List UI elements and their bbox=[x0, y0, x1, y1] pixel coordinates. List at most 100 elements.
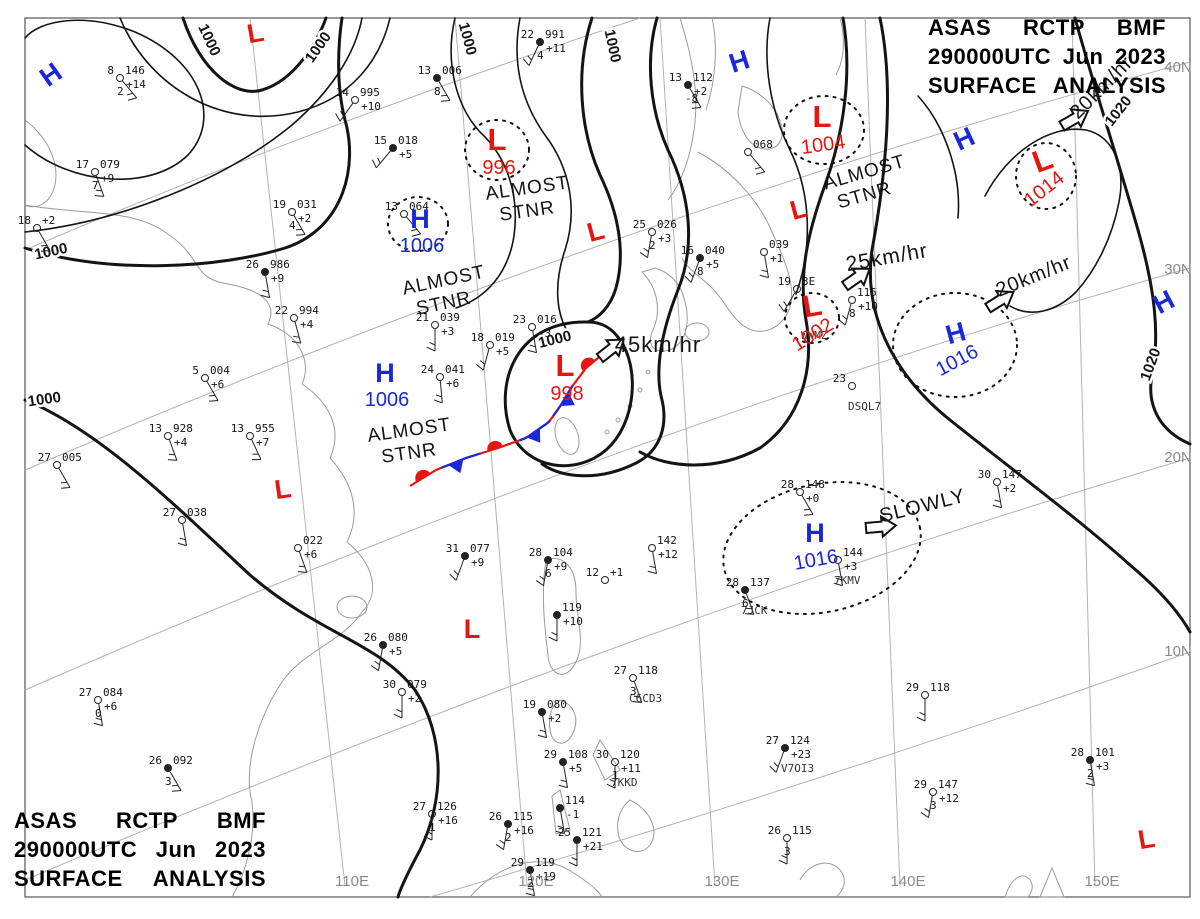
svg-text:016: 016 bbox=[537, 313, 557, 326]
svg-text:148: 148 bbox=[805, 478, 825, 491]
movement-label: ALMOST bbox=[366, 414, 452, 447]
svg-text:039: 039 bbox=[769, 238, 789, 251]
isobar-value-label: 1000 bbox=[302, 29, 335, 66]
svg-text:6: 6 bbox=[742, 597, 749, 610]
svg-text:21: 21 bbox=[416, 311, 429, 324]
svg-text:26: 26 bbox=[246, 258, 259, 271]
station-callsign: 7KKD bbox=[611, 776, 638, 789]
map-frame bbox=[24, 17, 1191, 898]
svg-text:986: 986 bbox=[270, 258, 290, 271]
svg-text:19: 19 bbox=[523, 698, 536, 711]
svg-text:118: 118 bbox=[638, 664, 658, 677]
cold-front-symbol bbox=[526, 428, 541, 443]
station-plot: 25 121+21 bbox=[558, 826, 603, 867]
svg-text:4: 4 bbox=[537, 49, 544, 62]
svg-text:+5: +5 bbox=[496, 345, 509, 358]
svg-text:24: 24 bbox=[421, 363, 435, 376]
svg-text:18: 18 bbox=[18, 214, 31, 227]
svg-text:+9: +9 bbox=[271, 272, 284, 285]
svg-text:147: 147 bbox=[938, 778, 958, 791]
title-line: 290000UTC Jun 2023 bbox=[928, 42, 1166, 71]
isobar bbox=[580, 16, 622, 324]
title-line: 290000UTC Jun 2023 bbox=[14, 835, 266, 864]
title-word: RCTP bbox=[1023, 15, 1085, 40]
svg-text:18: 18 bbox=[471, 331, 484, 344]
longitude-label: 150E bbox=[1084, 873, 1119, 890]
svg-text:28: 28 bbox=[529, 546, 542, 559]
svg-text:29: 29 bbox=[914, 778, 927, 791]
title-word: 2023 bbox=[1115, 44, 1166, 69]
title-word: SURFACE bbox=[14, 866, 123, 891]
title-line: ASAS RCTP BMF bbox=[14, 806, 266, 835]
isobar bbox=[917, 95, 960, 219]
svg-text:040: 040 bbox=[705, 244, 725, 257]
title-word: 290000UTC bbox=[14, 837, 138, 862]
warm-front-symbol bbox=[487, 440, 503, 452]
svg-text:108: 108 bbox=[568, 748, 588, 761]
svg-text:092: 092 bbox=[173, 754, 193, 767]
svg-text:29: 29 bbox=[906, 681, 919, 694]
title-line: ASAS RCTP BMF bbox=[928, 13, 1166, 42]
svg-text:126: 126 bbox=[437, 800, 457, 813]
station-plot: 29 119+192 bbox=[511, 856, 556, 897]
pressure-center-letter: L bbox=[556, 348, 575, 383]
svg-text:28: 28 bbox=[726, 576, 739, 589]
svg-text:13: 13 bbox=[231, 422, 244, 435]
svg-text:3: 3 bbox=[784, 845, 791, 858]
svg-text:3: 3 bbox=[630, 685, 637, 698]
svg-text:-3: -3 bbox=[538, 327, 551, 340]
svg-text:29: 29 bbox=[544, 748, 557, 761]
svg-text:+1: +1 bbox=[770, 252, 783, 265]
title-block-top-right: ASAS RCTP BMF 290000UTC Jun 2023 SURFACE… bbox=[928, 13, 1166, 100]
svg-text:2: 2 bbox=[1087, 767, 1094, 780]
svg-text:+3: +3 bbox=[1096, 760, 1109, 773]
low-marker: L bbox=[584, 215, 608, 248]
movement-speed-label: 25km/hr bbox=[844, 239, 930, 276]
station-callsign: WWMZ bbox=[801, 329, 828, 342]
svg-text:+7: +7 bbox=[256, 436, 269, 449]
high-marker: H bbox=[725, 44, 753, 79]
station-plot: 28 101+32 bbox=[1071, 746, 1115, 787]
svg-text:022: 022 bbox=[303, 534, 323, 547]
station-plot: 21 039+3 bbox=[416, 311, 460, 352]
svg-text:23: 23 bbox=[513, 313, 526, 326]
low-marker: L bbox=[1136, 823, 1157, 855]
svg-text:068: 068 bbox=[753, 138, 773, 151]
svg-text:+10: +10 bbox=[361, 100, 381, 113]
movement-speed-label: 45km/hr bbox=[615, 332, 701, 357]
svg-text:+6: +6 bbox=[211, 378, 224, 391]
svg-text:114: 114 bbox=[565, 794, 585, 807]
isobar bbox=[984, 128, 1122, 313]
station-plot: 142+12 bbox=[647, 534, 678, 575]
svg-text:12: 12 bbox=[586, 566, 599, 579]
svg-text:991: 991 bbox=[545, 28, 565, 41]
pressure-center-letter: H bbox=[410, 204, 430, 234]
warm-front-symbol bbox=[580, 357, 595, 371]
movement-speed-label: SLOWLY bbox=[877, 485, 968, 528]
station-callsign: C6CD3 bbox=[629, 692, 662, 705]
station-plot: 022+6 bbox=[294, 534, 323, 573]
isobar bbox=[119, 17, 391, 117]
isobar bbox=[638, 16, 849, 467]
isobar-value-label: 1000 bbox=[601, 28, 625, 64]
movement-arrow-icon bbox=[983, 289, 1015, 314]
svg-text:+2: +2 bbox=[408, 692, 421, 705]
station-plot: 29 118 bbox=[906, 681, 950, 722]
svg-text:+4: +4 bbox=[300, 318, 314, 331]
svg-text:+3: +3 bbox=[658, 232, 671, 245]
station-plot: 115+108 bbox=[838, 286, 878, 326]
svg-text:064: 064 bbox=[409, 200, 429, 213]
station-plot: 30 079+2 bbox=[383, 678, 427, 719]
station-plot: 29 147+123 bbox=[914, 778, 959, 819]
svg-text:+2: +2 bbox=[694, 85, 707, 98]
svg-text:115: 115 bbox=[513, 810, 533, 823]
svg-text:+5: +5 bbox=[569, 762, 582, 775]
latitude-label: 10N bbox=[1164, 643, 1192, 660]
svg-text:-8: -8 bbox=[685, 92, 698, 105]
svg-text:+2: +2 bbox=[1003, 482, 1016, 495]
station-plot: 26 080+5 bbox=[364, 631, 408, 672]
